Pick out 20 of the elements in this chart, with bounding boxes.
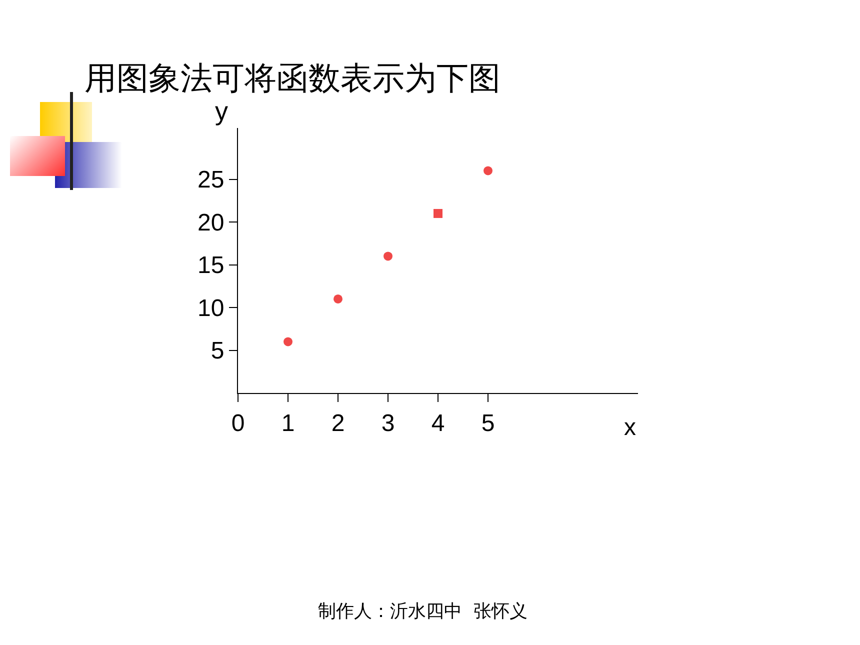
x-tick-label: 2 [331, 410, 345, 437]
y-tick-label: 15 [197, 252, 224, 280]
point [484, 166, 492, 176]
point [334, 294, 342, 304]
point [384, 252, 392, 261]
y-tick-label: 10 [197, 294, 224, 322]
x-tick-label: 0 [231, 410, 245, 437]
y-tick-label: 25 [197, 166, 224, 194]
y-tick-label: 5 [210, 338, 224, 365]
chart-title: 用图象法可将函数表示为下图 [84, 59, 500, 98]
y-tick-label: 20 [197, 209, 224, 236]
x-tick-label: 1 [281, 410, 295, 437]
y-axis-title: y [215, 96, 228, 126]
point [434, 208, 442, 218]
x-tick-label: 5 [481, 410, 495, 437]
point [284, 337, 292, 346]
x-tick-label: 3 [381, 410, 395, 437]
x-axis-title: x [624, 414, 636, 441]
text: 制作人：沂水四中 张怀义 [318, 601, 528, 622]
x-tick-label: 4 [431, 410, 445, 437]
